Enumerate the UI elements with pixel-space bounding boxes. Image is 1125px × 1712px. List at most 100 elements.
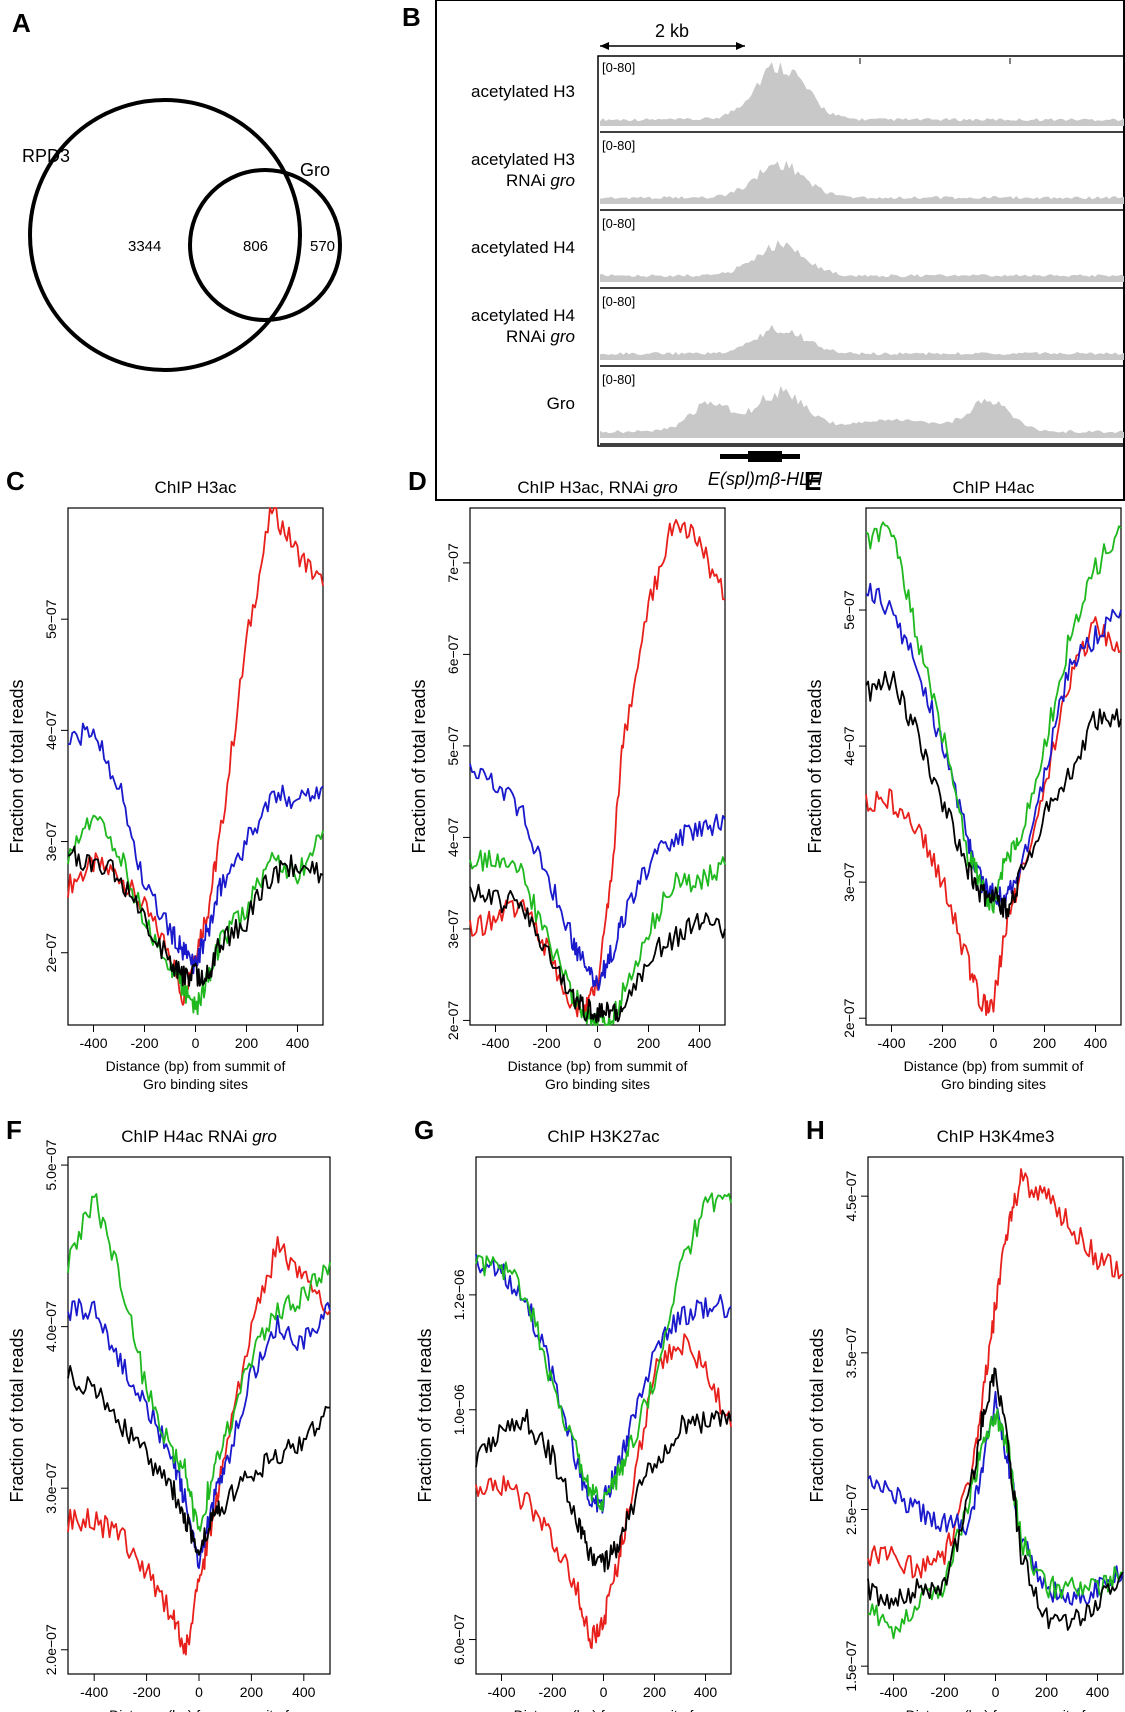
x-tick-label: 200 xyxy=(643,1684,667,1700)
track-label: Gro xyxy=(547,394,575,413)
x-tick-label: 200 xyxy=(1035,1684,1059,1700)
y-axis-label: Fraction of total reads xyxy=(7,679,27,853)
y-axis-label: Fraction of total reads xyxy=(807,1328,827,1502)
x-tick-label: 0 xyxy=(992,1684,1000,1700)
panel-b-browser: B 2 kb [0-80] acetylated H3 [0-80] acetylat… xyxy=(402,0,1125,501)
track-signal xyxy=(600,240,1124,282)
track-label: acetylated H3 xyxy=(471,150,575,169)
x-tick-label: 400 xyxy=(292,1684,316,1700)
track-range-label: [0-80] xyxy=(602,138,635,153)
chart-panel-g: G ChIP H3K27ac -400 -200 0 200 400 6.0e−07 1.0e−… xyxy=(414,1115,732,1712)
series-line-green xyxy=(475,1192,732,1512)
track-label: RNAi gro xyxy=(506,327,575,346)
browser-track-3: [0-80] acetylated H4 RNAi gro xyxy=(471,294,1124,367)
y-tick-label: 1.0e−06 xyxy=(451,1384,467,1435)
y-tick-label: 1.5e−07 xyxy=(843,1640,859,1691)
series-line-blue xyxy=(67,722,324,975)
chart-panel-d: D ChIP H3ac, RNAi gro -400 -200 0 200 400 2e−07… xyxy=(408,466,726,1092)
series-line-blue xyxy=(475,1254,732,1514)
series-line-black xyxy=(475,1408,732,1573)
browser-track-area xyxy=(597,55,1125,447)
series-line-black xyxy=(67,845,324,987)
venn-label-rpd3: RPD3 xyxy=(22,146,70,166)
x-tick-label: -400 xyxy=(877,1035,905,1051)
y-tick-label: 2.0e−07 xyxy=(43,1624,59,1675)
track-range-label: [0-80] xyxy=(602,372,635,387)
series-line-green xyxy=(865,521,1122,914)
chart-title: ChIP H3ac, RNAi gro xyxy=(517,478,677,497)
chart-title: ChIP H4ac RNAi gro xyxy=(121,1127,277,1146)
y-tick-label: 5e−07 xyxy=(841,590,857,630)
x-tick-label: 200 xyxy=(1033,1035,1057,1051)
x-tick-label: -200 xyxy=(532,1035,560,1051)
browser-frame xyxy=(435,0,1125,501)
track-signal xyxy=(600,385,1124,438)
y-axis-label: Fraction of total reads xyxy=(805,679,825,853)
x-tick-label: -200 xyxy=(133,1684,161,1700)
y-tick-label: 4e−07 xyxy=(43,710,59,750)
panel-letter: G xyxy=(414,1115,434,1145)
y-tick-label: 2e−07 xyxy=(445,1001,461,1041)
track-signal xyxy=(600,160,1124,204)
series-line-black xyxy=(469,883,726,1024)
track-label: acetylated H4 xyxy=(471,306,575,325)
chart-panel-c: C ChIP H3ac -400 -200 0 200 400 2e−07 3e−07 4e−07… xyxy=(6,466,324,1092)
x-tick-label: 200 xyxy=(240,1684,264,1700)
chart-panel-f: F ChIP H4ac RNAi gro -400 -200 0 200 400 2.0e−0… xyxy=(6,1115,331,1712)
venn-circle-gro xyxy=(188,168,342,322)
y-tick-label: 3e−07 xyxy=(841,862,857,902)
x-tick-label: 0 xyxy=(990,1035,998,1051)
browser-track-0: [0-80] acetylated H3 xyxy=(471,60,1124,133)
y-tick-label: 3.0e−07 xyxy=(43,1462,59,1513)
y-tick-label: 5e−07 xyxy=(445,726,461,766)
venn-circle-rpd3 xyxy=(28,98,302,372)
browser-track-2: [0-80] acetylated H4 xyxy=(471,216,1124,289)
series-line-black xyxy=(867,1367,1124,1631)
panel-a-venn: A RPD3 Gro 3344 806 570 xyxy=(12,8,342,372)
series-group xyxy=(67,1193,331,1656)
series-line-red xyxy=(67,1236,331,1656)
chart-title: ChIP H3ac xyxy=(155,478,237,497)
y-tick-label: 2.5e−07 xyxy=(843,1484,859,1535)
x-tick-label: -200 xyxy=(538,1684,566,1700)
y-tick-label: 3e−07 xyxy=(43,822,59,862)
track-signal xyxy=(600,62,1124,126)
series-group xyxy=(475,1192,732,1649)
x-tick-label: 400 xyxy=(286,1035,310,1051)
series-line-green xyxy=(67,814,324,1016)
y-tick-label: 6e−07 xyxy=(445,635,461,675)
scale-bar-label: 2 kb xyxy=(655,21,689,41)
panel-letter: H xyxy=(806,1115,825,1145)
series-line-red xyxy=(469,519,726,1018)
x-tick-label: 200 xyxy=(235,1035,259,1051)
series-line-blue xyxy=(867,1390,1124,1606)
x-tick-label: -200 xyxy=(930,1684,958,1700)
y-tick-label: 5e−07 xyxy=(43,599,59,639)
panel-letter: F xyxy=(6,1115,22,1145)
series-line-blue xyxy=(469,763,726,991)
series-group xyxy=(469,519,726,1026)
gene-label: E(spl)mβ-HLH xyxy=(708,469,823,489)
panel-letter-b: B xyxy=(402,2,421,32)
x-tick-label: 400 xyxy=(1084,1035,1108,1051)
plot-frame xyxy=(469,507,726,1026)
y-tick-label: 4.0e−07 xyxy=(43,1301,59,1352)
track-label: acetylated H4 xyxy=(471,238,575,257)
chart-title: ChIP H4ac xyxy=(953,478,1035,497)
y-tick-label: 6.0e−07 xyxy=(451,1614,467,1665)
y-tick-label: 3e−07 xyxy=(445,909,461,949)
series-line-black xyxy=(67,1365,331,1556)
y-tick-label: 7e−07 xyxy=(445,543,461,583)
chart-title: ChIP H3K27ac xyxy=(547,1127,660,1146)
x-tick-label: 0 xyxy=(192,1035,200,1051)
track-label: RNAi gro xyxy=(506,171,575,190)
panel-letter: E xyxy=(804,466,821,496)
series-line-green xyxy=(67,1193,331,1532)
panel-letter-a: A xyxy=(12,8,31,38)
